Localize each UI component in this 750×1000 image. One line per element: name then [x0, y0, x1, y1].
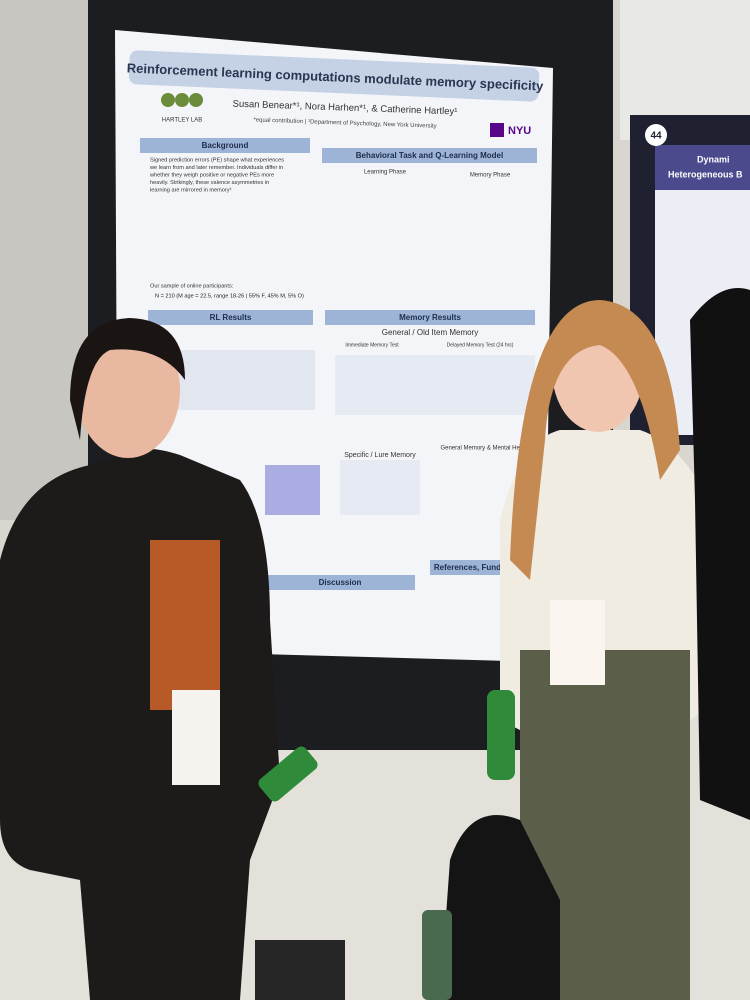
- subheading: Delayed Memory Test (24 hrs): [447, 342, 514, 348]
- section-heading: RL Results: [210, 313, 252, 322]
- subheading: Specific / Lure Memory: [344, 452, 416, 459]
- bag: [255, 940, 345, 1000]
- sample-n: N = 210 (M age = 22.5, range 18-26 | 55%…: [155, 293, 304, 299]
- nyu-text: NYU: [508, 125, 531, 137]
- section-bar: [322, 148, 537, 163]
- background-text: Signed prediction errors (PE) shape what…: [150, 157, 284, 163]
- background-text: whether they weigh positive or negative …: [149, 172, 274, 178]
- subheading: Learning Phase: [364, 170, 407, 176]
- background-text: we learn from and later remember. Indivi…: [149, 165, 283, 171]
- section-heading: Behavioral Task and Q-Learning Model: [356, 151, 503, 160]
- subheading: Immediate Memory Test: [345, 342, 399, 348]
- histogram: [265, 465, 320, 515]
- lab-name: HARTLEY LAB: [162, 118, 202, 124]
- bottle-left: [258, 746, 318, 802]
- neighbor-subtitle: Heterogeneous B: [668, 169, 743, 179]
- section-heading: References, Funding, & Co: [434, 563, 536, 572]
- subheading: General Memory & Mental Health: [440, 446, 529, 452]
- section-bar: [140, 138, 310, 153]
- section-bar: [325, 310, 535, 325]
- badge-right: [550, 600, 605, 685]
- water-bottle: [422, 910, 452, 1000]
- bottle-right: [487, 690, 515, 780]
- sample-text: Our sample of online participants:: [150, 283, 234, 289]
- subheading: Memory Phase: [470, 173, 511, 179]
- neighbor-header: [655, 145, 750, 190]
- person-left-hair: [70, 318, 185, 440]
- pillar: [0, 0, 90, 520]
- person-right-hair: [510, 300, 680, 580]
- section-heading: Discussion: [319, 578, 362, 587]
- lab-logo: [175, 93, 189, 107]
- person-far-right: [690, 288, 750, 820]
- lure-chart: [340, 460, 420, 515]
- person-left-face: [76, 322, 180, 458]
- section-bar: [265, 575, 415, 590]
- badge-left: [172, 690, 220, 785]
- subheading: General / Old Item Memory: [382, 328, 478, 337]
- section-bar: [148, 310, 313, 325]
- neighbor-title: Dynami: [697, 154, 730, 164]
- badge: [645, 124, 667, 146]
- memory-chart: [335, 355, 535, 415]
- nyu-logo: [490, 123, 504, 137]
- background-text: heavily. Strikingly, these valence asymm…: [150, 180, 269, 186]
- lab-logo: [189, 93, 203, 107]
- board-number: 44: [650, 131, 662, 142]
- backpack: [440, 815, 560, 1000]
- lab-logo: [161, 93, 175, 107]
- title-bar: [128, 50, 540, 102]
- person-left-top: [150, 540, 220, 710]
- background-text: learning are mirrored in memory¹: [150, 187, 232, 193]
- section-heading: Background: [202, 141, 249, 150]
- section-heading: Memory Results: [399, 313, 461, 322]
